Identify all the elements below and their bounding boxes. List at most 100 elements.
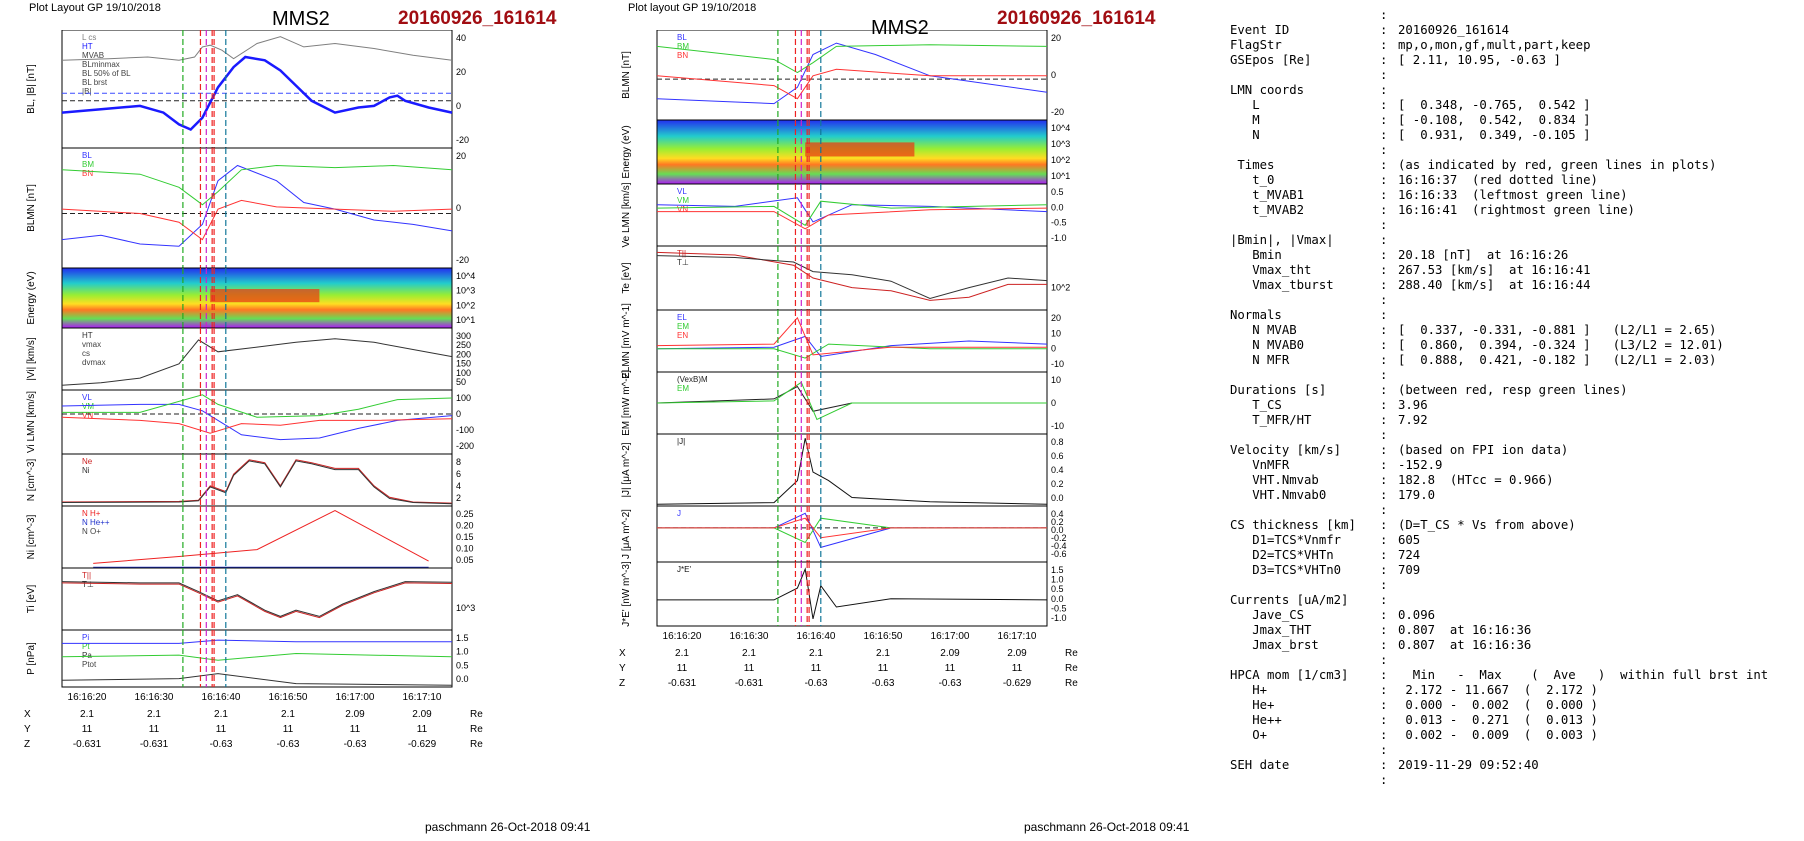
fig2-ytick-label: -1.0 <box>1051 613 1067 623</box>
summary-key: HPCA mom [1/cm3] <box>1230 668 1349 682</box>
fig2-series-bm <box>656 44 1048 74</box>
summary-value: 709 <box>1398 563 1421 577</box>
summary-key: N MVAB <box>1230 323 1297 337</box>
summary-value: (as indicated by red, green lines in plo… <box>1398 158 1717 172</box>
fig2-coord-value: -0.63 <box>939 678 962 689</box>
fig1-legend-entry: L cs <box>82 33 96 42</box>
summary-row: Jmax_THT:0.807 at 16:16:36 <box>1230 623 1800 638</box>
summary-row: t_MVAB2:16:16:41 (rightmost green line) <box>1230 203 1800 218</box>
fig1-coord-value: -0.631 <box>140 739 169 750</box>
fig2-ytick-label: -0.6 <box>1051 549 1067 559</box>
fig1-coord-value: 11 <box>417 724 428 735</box>
fig2-ytick-label: 0.4 <box>1051 465 1064 475</box>
fig1-panel-frame <box>61 567 453 631</box>
summary-row: D3=TCS*VHTn0:709 <box>1230 563 1800 578</box>
summary-row: Bmin:20.18 [nT] at 16:16:26 <box>1230 248 1800 263</box>
fig2-panel-frame <box>656 309 1048 373</box>
summary-value: 7.92 <box>1398 413 1428 427</box>
fig1-legend-entry: VN <box>82 411 93 420</box>
fig2-ylabel: Te [eV] <box>621 262 632 293</box>
figure1-footer: paschmann 26-Oct-2018 09:41 <box>425 820 591 834</box>
fig2-panel-8: 1.51.00.50.0-0.5-1.0 J*E' [nW m^-3] J*E' <box>621 561 1067 627</box>
fig1-series-bl-brst <box>61 55 453 131</box>
summary-row: CS thickness [km]: (D=T_CS * Vs from abov… <box>1230 518 1800 533</box>
fig1-ylabel: |Vi| [km/s] <box>26 337 37 381</box>
summary-value: 267.53 [km/s] at 16:16:41 <box>1398 263 1591 277</box>
fig1-ytick-label: -200 <box>456 441 474 451</box>
fig2-coord-value: -0.631 <box>668 678 697 689</box>
summary-row: LMN coords: <box>1230 83 1800 98</box>
fig2-legend-entry: BM <box>677 42 689 51</box>
fig1-ytick-label: 10^4 <box>456 271 475 281</box>
summary-key: D3=TCS*VHTn0 <box>1230 563 1342 577</box>
summary-colon: : <box>1380 98 1388 112</box>
fig2-ytick-label: 0 <box>1051 398 1056 408</box>
summary-value: 20.18 [nT] at 16:16:26 <box>1398 248 1569 262</box>
fig1-ylabel: Energy (eV) <box>26 271 37 324</box>
fig2-ylabel: J*E' [nW m^-3] <box>621 561 632 627</box>
summary-colon: : <box>1380 548 1388 562</box>
fig2-xtick-label: 16:17:00 <box>931 631 970 642</box>
summary-row: N MVAB0: [ 0.860, 0.394, -0.324 ] (L3/L2 … <box>1230 338 1800 353</box>
figure1-event-id: 20160926_161614 <box>398 8 557 29</box>
fig1-ytick-label: 200 <box>456 349 471 359</box>
fig1-legend-entry: BLminmax <box>82 60 120 69</box>
fig2-ytick-label: 10 <box>1051 375 1061 385</box>
fig1-panel-6: 0.25 0.200.15 0.100.05 Ni [cm^-3] N H+N He++… <box>26 505 474 569</box>
fig1-coord-value: 11 <box>350 724 361 735</box>
summary-row: Times: (as indicated by red, green lines … <box>1230 158 1800 173</box>
summary-colon: : <box>1380 188 1388 202</box>
fig2-series-en <box>656 316 1047 356</box>
fig1-coord-label: X <box>24 709 31 720</box>
fig1-coord-unit: Re <box>470 709 483 720</box>
summary-key: GSEpos [Re] <box>1230 53 1312 67</box>
fig1-ytick-label: 10^2 <box>456 300 475 310</box>
fig2-ytick-label: -0.4 <box>1051 541 1067 551</box>
fig1-ytick-label: 10^1 <box>456 315 475 325</box>
summary-colon: : <box>1380 83 1388 97</box>
summary-key: Jmax_brst <box>1230 638 1319 652</box>
fig1-coord-value: -0.629 <box>408 739 437 750</box>
fig2-series-el <box>656 335 1048 358</box>
fig1-coord-value: -0.63 <box>277 739 300 750</box>
fig2-series-jn <box>657 517 1047 539</box>
fig2-coord-unit: Re <box>1065 648 1078 659</box>
fig1-series-bn <box>61 199 453 241</box>
fig1-ytick-label: 4 <box>456 481 461 491</box>
summary-key: N MFR <box>1230 353 1290 367</box>
summary-colon: : <box>1380 713 1388 727</box>
summary-key: He+ <box>1230 698 1275 712</box>
summary-row: T_MFR/HT:7.92 <box>1230 413 1800 428</box>
summary-row: : <box>1230 743 1800 758</box>
summary-value: 0.002 - 0.009 ( 0.003 ) <box>1398 728 1598 742</box>
fig1-coord-value: -0.63 <box>344 739 367 750</box>
summary-value: 605 <box>1398 533 1421 547</box>
summary-value: [ 0.348, -0.765, 0.542 ] <box>1398 98 1591 112</box>
fig2-ylabel: BLMN [nT] <box>621 51 632 99</box>
fig1-legend-entry: VL <box>82 393 92 402</box>
summary-row: Currents [uA/m2]: <box>1230 593 1800 608</box>
fig2-ytick-label: 10^4 <box>1051 123 1070 133</box>
fig2-legend-entry: BL <box>677 33 687 42</box>
summary-value: 16:16:33 (leftmost green line) <box>1398 188 1628 202</box>
summary-colon: : <box>1380 68 1388 82</box>
fig2-ytick-label: 0.0 <box>1051 202 1064 212</box>
summary-colon: : <box>1380 683 1388 697</box>
fig2-ylabel: Energy (eV) <box>621 125 632 178</box>
fig2-panel-1: 10^4 10^3 10^2 10^1 Energy (eV) <box>621 119 1070 185</box>
summary-value: 182.8 (HTcc = 0.966) <box>1398 473 1554 487</box>
fig2-ytick-label: 20 <box>1051 33 1061 43</box>
fig2-ytick-label: 20 <box>1051 313 1061 323</box>
fig1-series-n-he- <box>93 510 429 564</box>
summary-colon: : <box>1380 218 1388 232</box>
fig2-series-jl <box>657 512 1047 548</box>
summary-colon: : <box>1380 578 1388 592</box>
summary-key: Event ID <box>1230 23 1290 37</box>
fig2-coord-value: 11 <box>945 663 956 674</box>
fig1-panel-2: 10^4 10^3 10^2 10^1 Energy (eV) <box>26 267 475 329</box>
fig2-spectrogram-hotband <box>805 142 915 157</box>
